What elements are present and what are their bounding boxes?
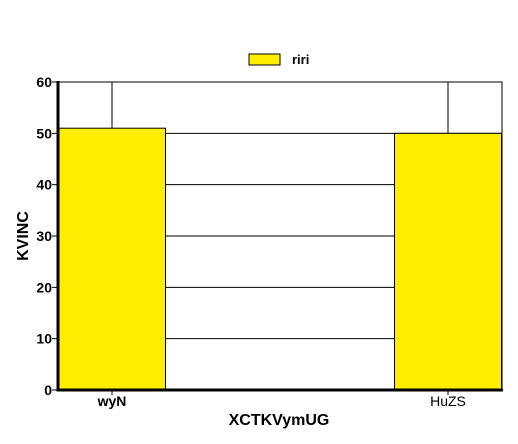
bars [58,127,502,391]
legend: riri [248,52,309,67]
y-tick-label: 50 [36,125,52,141]
x-tick-label: HuZS [430,393,466,409]
y-tick-label: 60 [36,74,52,90]
bar-HuZS [394,132,502,391]
legend-swatch [248,53,281,66]
legend-label: riri [292,52,309,67]
y-tick-label: 40 [36,177,52,193]
x-tick-labels: wyN HuZS [97,390,466,409]
y-tick-label: 30 [36,228,52,244]
y-axis-title: KVINC [15,211,32,261]
bar-wyN [58,127,166,391]
x-tick-label: wyN [97,393,127,409]
y-tick-labels: 0 10 20 30 40 50 60 [36,74,58,398]
x-axis-title: XCTKVymUG [229,412,330,429]
y-tick-label: 20 [36,279,52,295]
y-tick-label: 0 [44,382,52,398]
y-tick-label: 10 [36,331,52,347]
